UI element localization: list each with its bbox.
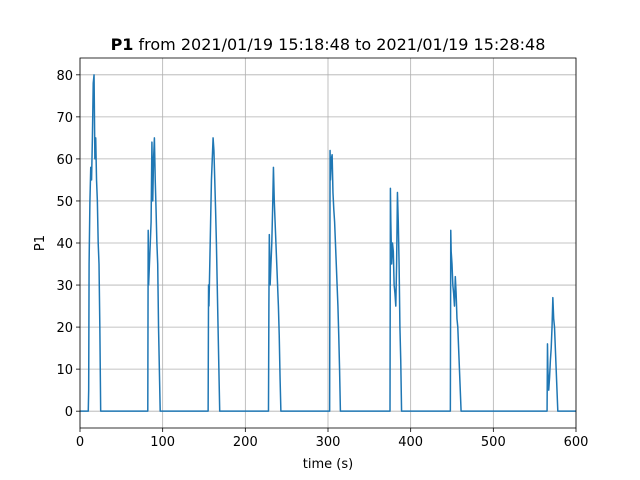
y-tick-label: 80: [56, 69, 73, 84]
y-tick-label: 20: [56, 321, 73, 336]
x-tick-label: 200: [233, 435, 258, 450]
plot-frame: [79, 57, 577, 429]
y-tick-label: 70: [56, 111, 73, 126]
y-axis-label: P1: [33, 235, 48, 251]
x-axis-label: time (s): [303, 457, 353, 472]
x-tick-label: 0: [76, 435, 84, 450]
y-tick-label: 60: [56, 153, 73, 168]
data-line: [80, 74, 576, 412]
y-tick-label: 50: [56, 195, 73, 210]
y-tick-label: 40: [56, 237, 73, 252]
title-rest: from 2021/01/19 15:18:48 to 2021/01/19 1…: [139, 35, 546, 54]
x-tick-label: 600: [564, 435, 589, 450]
y-tick-label: 30: [56, 279, 73, 294]
x-tick-label: 500: [481, 435, 506, 450]
y-tick-label: 10: [56, 363, 73, 378]
y-tick-label: 0: [65, 405, 73, 420]
chart-title: P1 from 2021/01/19 15:18:48 to 2021/01/1…: [111, 35, 546, 54]
x-tick-label: 400: [398, 435, 423, 450]
x-tick-label: 300: [316, 435, 341, 450]
title-bold: P1: [111, 35, 134, 54]
x-tick-label: 100: [150, 435, 175, 450]
